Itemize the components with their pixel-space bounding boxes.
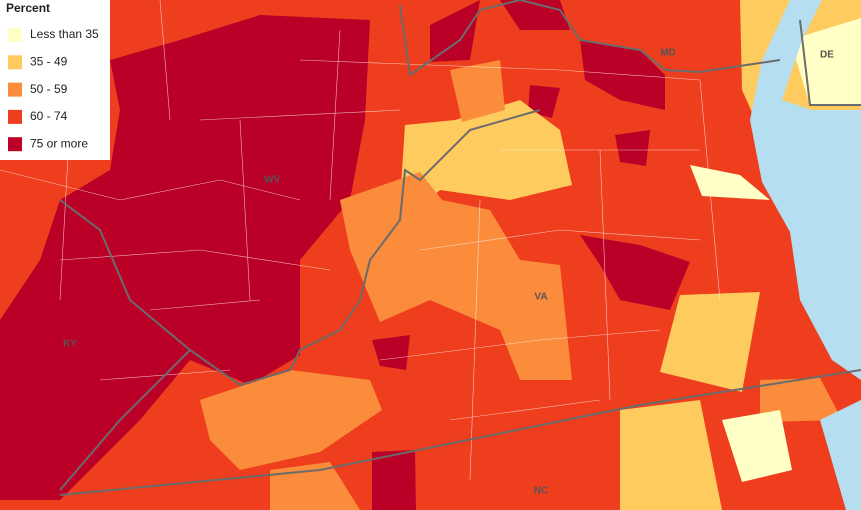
legend-label: 75 or more <box>30 136 88 150</box>
region <box>580 40 665 110</box>
state-border <box>799 19 861 106</box>
state-border <box>59 199 191 351</box>
legend: Percent Less than 35 35 - 49 50 - 59 60 - 7… <box>0 0 110 160</box>
state-border <box>399 4 481 77</box>
region <box>615 130 650 166</box>
state-border <box>59 369 861 496</box>
region <box>660 292 760 392</box>
state-label: WV <box>264 175 280 186</box>
region <box>270 462 360 510</box>
region <box>620 400 722 510</box>
legend-label: 50 - 59 <box>30 82 68 96</box>
state-label: MD <box>660 48 676 59</box>
state-border <box>479 0 781 74</box>
state-border <box>59 349 191 491</box>
region <box>450 60 505 122</box>
region <box>760 378 842 422</box>
region <box>528 85 560 118</box>
state-label: KY <box>63 339 77 350</box>
legend-swatch <box>8 137 22 152</box>
legend-swatch <box>8 109 22 124</box>
legend-label: Less than 35 <box>30 27 99 41</box>
state-border <box>189 109 541 387</box>
water <box>750 0 861 380</box>
region <box>200 370 382 470</box>
region <box>372 335 410 370</box>
region <box>580 235 690 310</box>
legend-label: 35 - 49 <box>30 54 68 68</box>
legend-swatch <box>8 82 22 97</box>
legend-swatch <box>8 55 22 70</box>
legend-label: 60 - 74 <box>30 109 68 123</box>
legend-box <box>0 0 110 160</box>
state-label: VA <box>534 292 547 303</box>
legend-swatch <box>8 28 22 42</box>
region <box>430 0 480 62</box>
state-label: DE <box>820 50 834 61</box>
state-label: NC <box>534 486 548 497</box>
region <box>372 450 416 510</box>
region <box>722 410 792 482</box>
region <box>0 15 370 500</box>
region <box>400 100 572 215</box>
legend-title: Percent <box>6 1 50 15</box>
water <box>820 400 861 510</box>
